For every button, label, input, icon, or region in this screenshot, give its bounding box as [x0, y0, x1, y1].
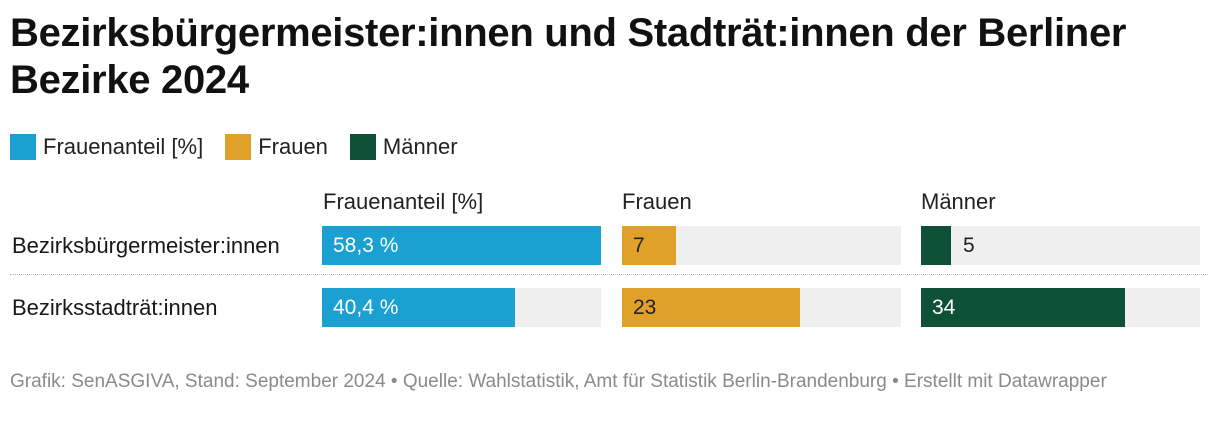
column-header-frauen: Frauen [622, 189, 692, 214]
bar-frauenanteil-stadtraete [322, 288, 515, 327]
legend: Frauenanteil [%] Frauen Männer [10, 132, 480, 162]
column-header-frauenanteil: Frauenanteil [%] [323, 189, 484, 214]
bar-track-maenner-stadtraete: 34 [921, 288, 1200, 327]
data-label-frauenanteil-stadtraete: 40,4 % [333, 296, 399, 319]
bar-frauen-stadtraete [622, 288, 800, 327]
bar-track-maenner-buergermeister: 5 [921, 226, 1200, 265]
bar-maenner-stadtraete [921, 288, 1125, 327]
legend-swatch-maenner [349, 134, 376, 160]
bar-track-frauen-buergermeister: 7 [622, 226, 901, 265]
legend-label-frauenanteil: Frauenanteil [%] [43, 134, 204, 159]
row-label-buergermeister: Bezirksbürgermeister:innen [12, 233, 280, 258]
chart-title: Bezirksbürgermeister:innen und Stadträt:… [10, 11, 1127, 102]
bar-track-frauen-stadtraete: 23 [622, 288, 901, 327]
data-label-maenner-buergermeister: 5 [963, 234, 975, 257]
legend-label-maenner: Männer [382, 134, 458, 159]
data-label-frauenanteil-buergermeister: 58,3 % [333, 234, 399, 257]
bar-track-frauenanteil-buergermeister: 58,3 % [322, 226, 601, 265]
data-label-maenner-stadtraete: 34 [932, 296, 956, 319]
legend-swatch-frauen [225, 134, 252, 160]
legend-item-maenner: Männer [349, 134, 458, 160]
bar-frauen-buergermeister [622, 226, 676, 265]
bar-maenner-buergermeister [921, 226, 951, 265]
legend-item-frauen: Frauen [225, 134, 328, 160]
row-label-stadtraete: Bezirksstadträt:innen [12, 295, 218, 320]
chart-footer: Grafik: SenASGIVA, Stand: September 2024… [10, 371, 1107, 392]
legend-item-frauenanteil: Frauenanteil [%] [10, 134, 203, 160]
data-label-frauen-stadtraete: 23 [633, 296, 657, 319]
legend-swatch-frauenanteil [10, 134, 36, 160]
legend-label-frauen: Frauen [258, 134, 328, 159]
column-header-maenner: Männer [921, 189, 996, 214]
bar-frauenanteil-buergermeister [322, 226, 601, 265]
row-divider [10, 274, 1208, 275]
data-label-frauen-buergermeister: 7 [633, 234, 645, 257]
bar-track-frauenanteil-stadtraete: 40,4 % [322, 288, 601, 327]
